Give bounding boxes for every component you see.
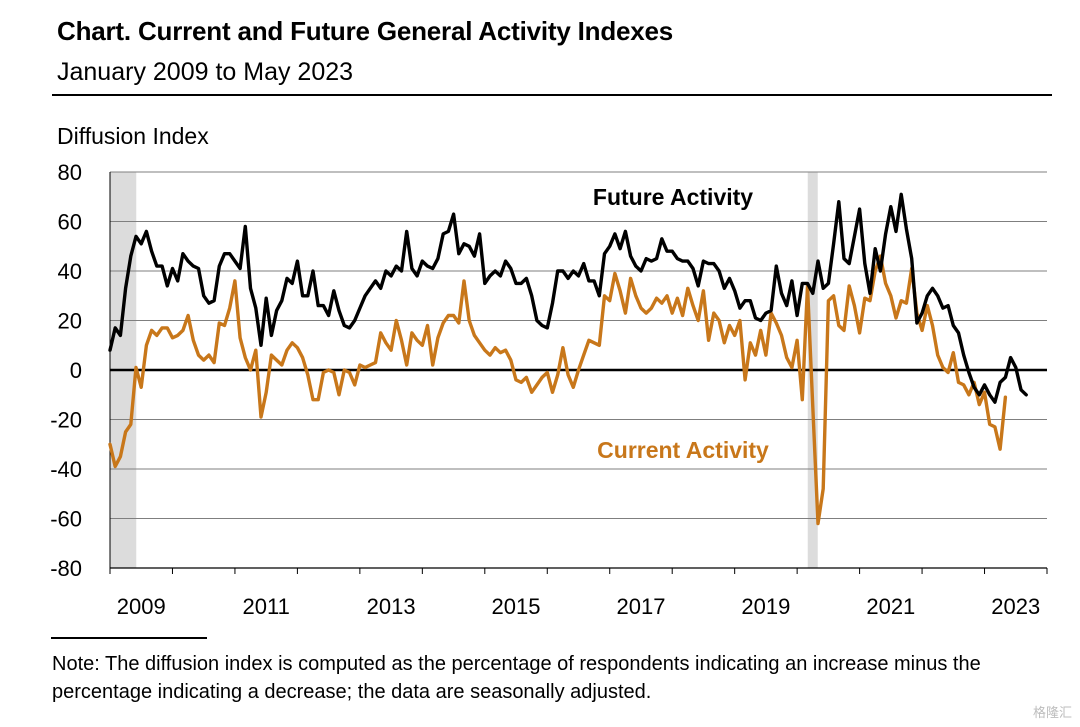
y-tick-label: -40: [50, 457, 82, 482]
y-tick-label: 0: [70, 358, 82, 383]
grid-lines: [109, 171, 1048, 574]
y-tick-labels: 80 60 40 20 0 -20 -40 -60 -80: [50, 160, 82, 581]
y-axis-label: Diffusion Index: [57, 123, 209, 149]
watermark-logo: 格隆汇: [1032, 706, 1072, 721]
y-tick-label: -60: [50, 507, 82, 532]
x-tick-label: 2021: [866, 594, 915, 619]
x-tick-label: 2023: [991, 594, 1040, 619]
future-activity-line: [108, 192, 1028, 404]
y-tick-label: -80: [50, 556, 82, 581]
title-rule: [52, 94, 1052, 96]
y-tick-label: 80: [58, 160, 82, 185]
y-tick-label: 40: [58, 259, 82, 284]
note-rule: [51, 637, 207, 639]
footnote: Note: The diffusion index is computed as…: [52, 653, 981, 703]
x-tick-label: 2011: [243, 594, 290, 619]
series-labels: Future Activity Current Activity: [593, 184, 769, 463]
y-tick-label: 20: [58, 309, 82, 334]
x-tick-label: 2015: [492, 594, 541, 619]
x-tick-label: 2017: [616, 594, 665, 619]
future-activity-label: Future Activity: [593, 184, 753, 210]
x-tick-label: 2013: [367, 594, 416, 619]
x-tick-label: 2009: [117, 594, 166, 619]
current-activity-label: Current Activity: [597, 437, 769, 463]
chart-subtitle: January 2009 to May 2023: [57, 58, 354, 86]
current-activity-line: [108, 254, 1008, 526]
chart-title: Chart. Current and Future General Activi…: [57, 16, 674, 46]
y-tick-label: 60: [58, 210, 82, 235]
series-lines: [108, 192, 1028, 526]
x-tick-labels: 2009 2011 2013 2015 2017 2019 2021 2023: [117, 594, 1040, 619]
x-tick-label: 2019: [741, 594, 790, 619]
y-tick-label: -20: [50, 408, 82, 433]
